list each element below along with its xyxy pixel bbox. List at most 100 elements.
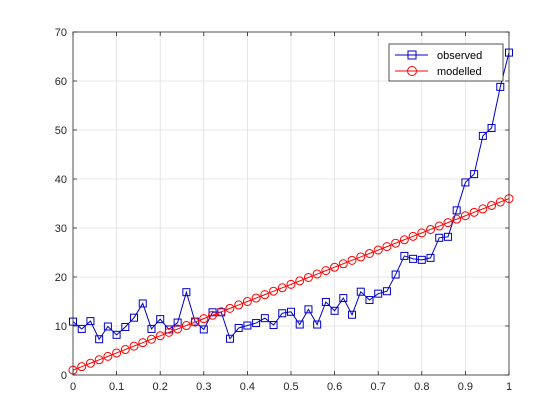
observed-point [278, 309, 287, 318]
modelled-point [338, 259, 348, 269]
x-tick-label: 0 [70, 381, 76, 393]
observed-point [182, 288, 191, 297]
modelled-point [225, 303, 235, 313]
modelled-point [347, 255, 357, 265]
observed-point [243, 321, 252, 330]
modelled-point [260, 290, 270, 300]
observed-line [72, 52, 510, 341]
modelled-point [112, 348, 122, 358]
modelled-point [234, 300, 244, 310]
modelled-point [216, 307, 226, 317]
modelled-point [286, 279, 296, 289]
legend: observed modelled [388, 43, 504, 82]
observed-point [164, 325, 173, 334]
modelled-point [399, 235, 409, 245]
observed-point [321, 297, 330, 306]
observed-point [365, 296, 374, 305]
modelled-point [364, 248, 374, 258]
observed-point [269, 321, 278, 330]
modelled-point [443, 218, 453, 228]
modelled-point [120, 345, 130, 355]
modelled-point [208, 310, 218, 320]
y-tick-label: 20 [55, 272, 67, 284]
observed-point [208, 308, 217, 317]
observed-point [356, 287, 365, 296]
modelled-line [72, 198, 510, 371]
modelled-point [373, 245, 383, 255]
observed-point [330, 306, 339, 315]
observed-point [443, 232, 452, 241]
modelled-point [295, 276, 305, 286]
observed-point [374, 289, 383, 298]
modelled-point [408, 231, 418, 241]
modelled-point [277, 283, 287, 293]
modelled-point [129, 341, 139, 351]
observed-point [400, 251, 409, 260]
modelled-point [495, 197, 505, 207]
y-tick-label: 0 [61, 370, 67, 382]
modelled-point [391, 238, 401, 248]
observed-point [435, 233, 444, 242]
modelled-point [269, 286, 279, 296]
observed-point [225, 334, 234, 343]
modelled-point [452, 214, 462, 224]
observed-point [130, 313, 139, 322]
x-tick-label: 1 [506, 381, 512, 393]
modelled-point [251, 293, 261, 303]
observed-point [234, 323, 243, 332]
observed-point [199, 325, 208, 334]
modelled-point [199, 314, 209, 324]
observed-point [95, 335, 104, 344]
modelled-point [181, 321, 191, 331]
observed-point [382, 287, 391, 296]
x-tick-label: 0.5 [283, 381, 298, 393]
legend-modelled-marker [407, 66, 417, 76]
modelled-point [321, 266, 331, 276]
observed-point [417, 255, 426, 264]
observed-point [121, 322, 130, 331]
legend-box [388, 43, 504, 82]
y-tick-label: 60 [55, 76, 67, 88]
legend-modelled-label: modelled [437, 66, 482, 78]
ticks: 0 0.1 0.2 0.3 0.4 0.5 0.6 0.7 0.8 0.9 101020304050… [55, 27, 512, 393]
modelled-point [138, 338, 148, 348]
modelled-point [382, 242, 392, 252]
modelled-point [85, 358, 95, 368]
observed-point [391, 270, 400, 279]
y-tick-label: 70 [55, 27, 67, 39]
modelled-point [94, 355, 104, 365]
observed-point [313, 320, 322, 329]
y-tick-label: 40 [55, 174, 67, 186]
y-tick-label: 30 [55, 223, 67, 235]
observed-point [348, 310, 357, 319]
observed-point [487, 124, 496, 133]
modelled-point [460, 211, 470, 221]
modelled-point [242, 297, 252, 306]
x-tick-label: 0.6 [327, 381, 342, 393]
observed-point [426, 253, 435, 262]
y-tick-label: 50 [55, 125, 67, 137]
observed-point [496, 82, 505, 91]
modelled-point [487, 200, 497, 210]
modelled-point [103, 351, 113, 361]
modelled-point [478, 204, 488, 214]
observed-point [77, 324, 86, 333]
modelled-point [155, 331, 165, 341]
observed-point [478, 131, 487, 140]
observed-point [156, 315, 165, 324]
modelled-point [77, 362, 87, 372]
y-tick-label: 10 [55, 321, 67, 333]
modelled-point [146, 334, 156, 344]
modelled-point [426, 224, 436, 234]
legend-observed-label: observed [437, 50, 482, 62]
observed-point [287, 307, 295, 316]
observed-point [260, 314, 269, 323]
x-tick-label: 0.4 [240, 381, 255, 393]
modelled-point [164, 327, 174, 337]
observed-point [295, 320, 304, 329]
modelled-point [303, 272, 313, 282]
x-tick-label: 0.9 [458, 381, 473, 393]
grid [73, 32, 509, 375]
x-tick-label: 0.2 [153, 381, 168, 393]
legend-observed-marker [407, 50, 417, 60]
